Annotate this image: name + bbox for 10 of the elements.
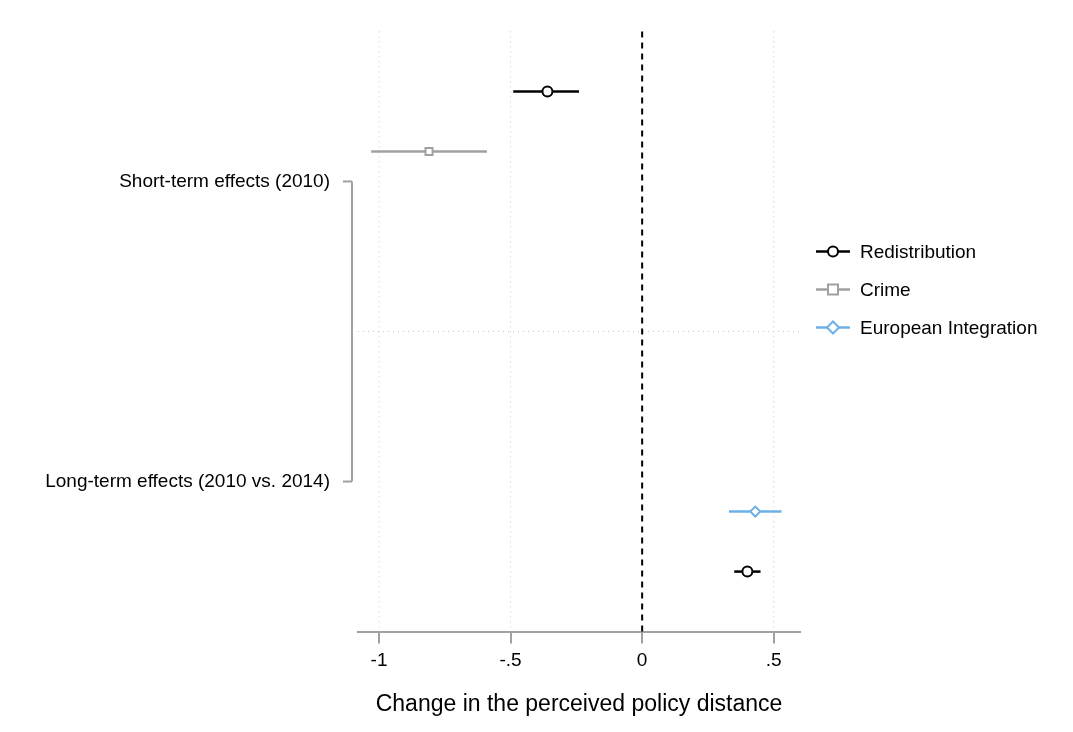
- y-tick-label: Long-term effects (2010 vs. 2014): [45, 469, 330, 491]
- x-tick-label: .5: [765, 649, 782, 671]
- legend-label: Redistribution: [860, 240, 977, 262]
- legend-label: European Integration: [860, 316, 1038, 338]
- legend-label: Crime: [860, 278, 911, 300]
- x-tick-label: 0: [636, 649, 648, 671]
- y-tick-label: Short-term effects (2010): [119, 169, 330, 191]
- x-tick-label: -1: [370, 649, 388, 671]
- x-axis-title: Change in the perceived policy distance: [375, 689, 783, 716]
- x-tick-label: -.5: [499, 649, 522, 671]
